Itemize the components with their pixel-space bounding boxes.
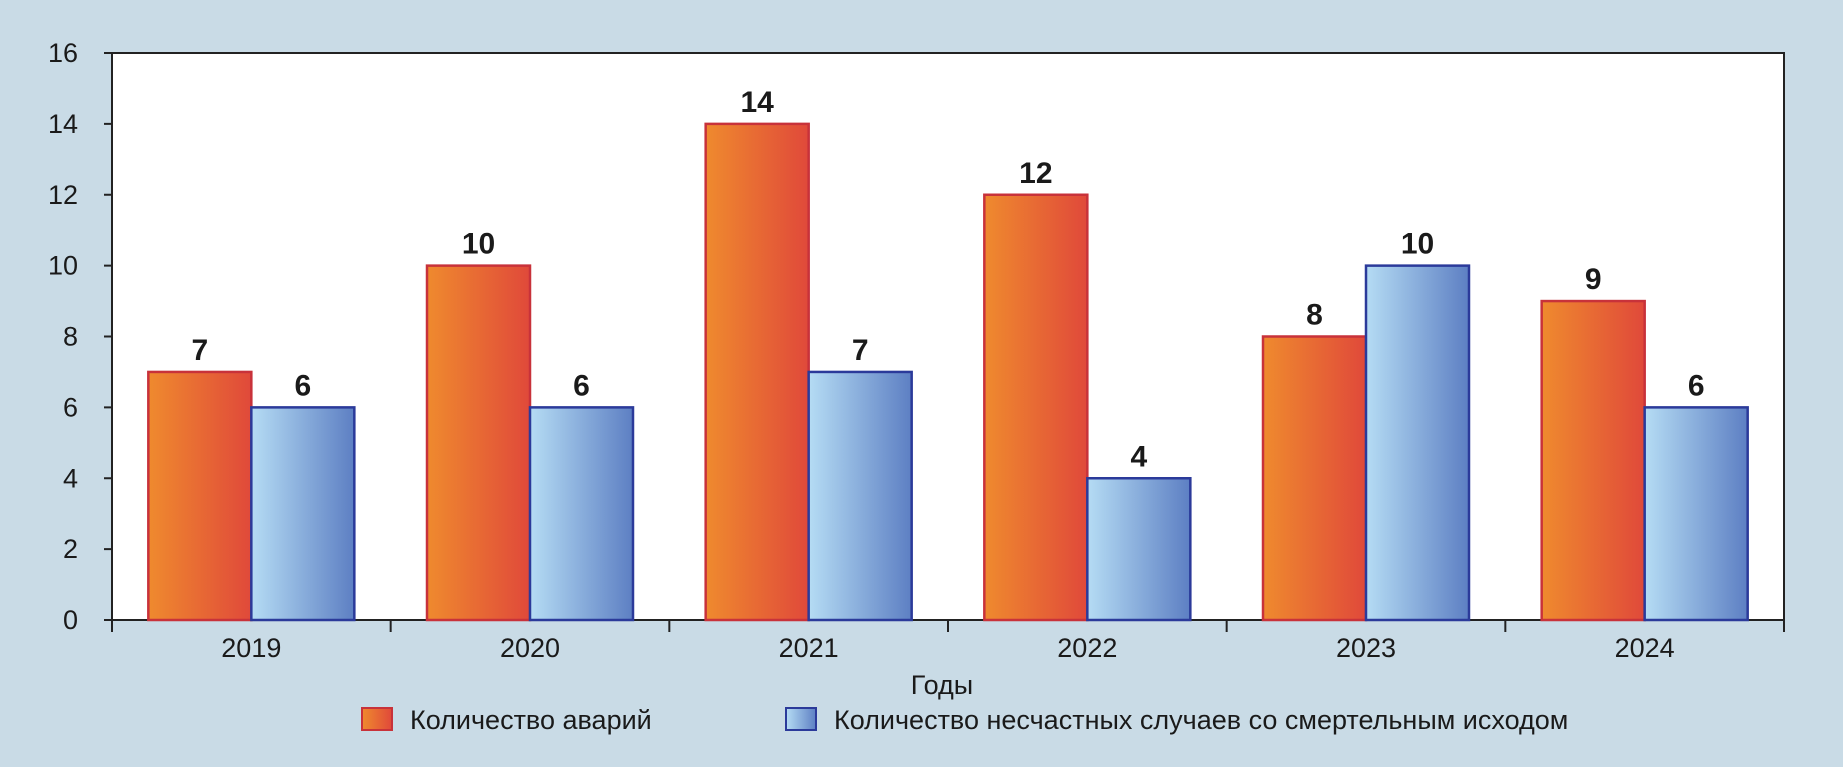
bar-accidents (425, 264, 532, 622)
data-label: 7 (852, 334, 869, 367)
data-label: 6 (294, 369, 311, 402)
x-tick-label: 2024 (1615, 633, 1675, 663)
y-tick-label: 14 (48, 109, 78, 139)
data-label: 14 (740, 86, 774, 119)
x-tick-label: 2019 (221, 633, 281, 663)
bars-layer (147, 122, 1749, 622)
legend: Количество аварий Количество несчастных с… (361, 705, 1568, 735)
bar-accidents (1261, 335, 1368, 622)
bar-fatal-cases (1364, 264, 1471, 622)
data-label: 9 (1585, 263, 1602, 296)
x-axis-title: Годы (911, 670, 973, 700)
y-tick-label: 16 (48, 38, 78, 68)
data-label: 6 (1688, 369, 1705, 402)
bar-fatal-cases (528, 406, 635, 622)
y-tick-label: 10 (48, 251, 78, 281)
legend-label: Количество несчастных случаев со смертел… (834, 705, 1568, 735)
data-label: 8 (1306, 299, 1323, 332)
bar-accidents (983, 193, 1089, 622)
x-tick-label: 2021 (779, 633, 839, 663)
plot-area (112, 53, 1784, 620)
data-label: 7 (191, 334, 208, 367)
y-tick-label: 0 (63, 605, 78, 635)
bar-accidents (147, 370, 253, 622)
data-label: 12 (1019, 157, 1052, 190)
data-label: 4 (1130, 440, 1147, 473)
y-tick-label: 8 (63, 322, 78, 352)
y-tick-label: 6 (63, 392, 78, 422)
bar-fatal-cases (1643, 406, 1749, 622)
y-tick-label: 4 (63, 463, 78, 493)
bar-accidents (1540, 299, 1646, 622)
data-label: 10 (1401, 228, 1434, 261)
bar-fatal-cases (807, 370, 913, 622)
bar-fatal-cases (250, 406, 356, 622)
y-tick-label: 12 (48, 180, 78, 210)
x-tick-label: 2022 (1057, 633, 1117, 663)
legend-label: Количество аварий (410, 705, 652, 735)
axes-layer: 0 2 4 6 8 10 12 14 16 2019 2020 2021 2022 2023 2024 (48, 38, 1785, 663)
x-tick-label: 2020 (500, 633, 560, 663)
legend-swatch (785, 707, 817, 731)
y-tick-label: 2 (63, 534, 78, 564)
data-labels-layer: 7 10 14 12 8 9 6 6 7 4 10 6 (191, 86, 1704, 473)
x-tick-label: 2023 (1336, 633, 1396, 663)
legend-swatch (361, 707, 393, 731)
data-label: 6 (573, 369, 590, 402)
bar-fatal-cases (1086, 477, 1192, 622)
data-label: 10 (462, 228, 495, 261)
bar-accidents (704, 122, 810, 622)
